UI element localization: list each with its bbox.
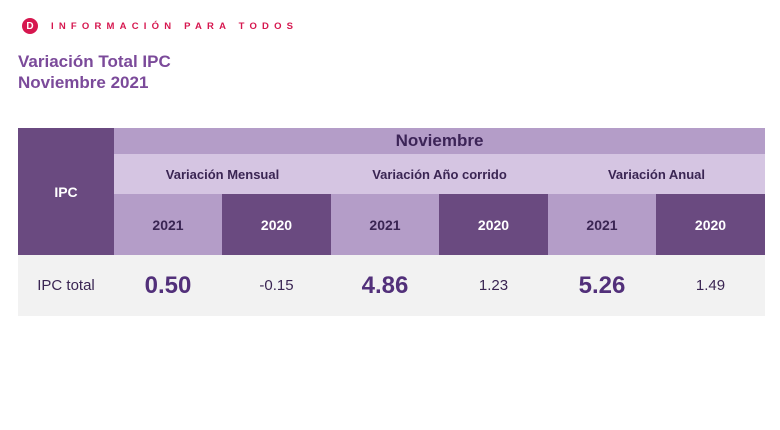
year-header: 2021: [114, 194, 222, 255]
year-header: 2020: [439, 194, 548, 255]
title-line-2: Noviembre 2021: [18, 73, 149, 92]
value-ano-corrido-2020: 1.23: [478, 277, 509, 294]
brand: D INFORMACIÓN PARA TODOS: [22, 18, 298, 34]
brand-tagline: INFORMACIÓN PARA TODOS: [51, 20, 299, 32]
year-header: 2021: [331, 194, 439, 255]
group-header-mensual: Variación Mensual: [114, 154, 331, 194]
group-header-ano-corrido: Variación Año corrido: [331, 154, 548, 194]
value-cell: 5.26: [548, 255, 656, 316]
value-anual-2020: 1.49: [695, 277, 726, 294]
value-cell: 0.50: [114, 255, 222, 316]
page-title: Variación Total IPC Noviembre 2021: [18, 51, 171, 93]
value-cell: -0.15: [222, 255, 331, 316]
row-header-ipc: IPC: [18, 128, 114, 255]
year-header: 2020: [656, 194, 765, 255]
value-ano-corrido-2021: 4.86: [361, 271, 409, 299]
value-mensual-2021: 0.50: [144, 271, 192, 299]
month-header: Noviembre: [114, 128, 765, 154]
year-header: 2020: [222, 194, 331, 255]
value-cell: 1.49: [656, 255, 765, 316]
group-header-anual: Variación Anual: [548, 154, 765, 194]
value-cell: 4.86: [331, 255, 439, 316]
value-anual-2021: 5.26: [578, 271, 626, 299]
title-line-1: Variación Total IPC: [18, 52, 171, 71]
value-mensual-2020: -0.15: [259, 277, 294, 294]
value-cell: 1.23: [439, 255, 548, 316]
brand-logo-icon: D: [22, 18, 38, 34]
row-label-ipc-total: IPC total: [18, 255, 114, 316]
year-header: 2021: [548, 194, 656, 255]
